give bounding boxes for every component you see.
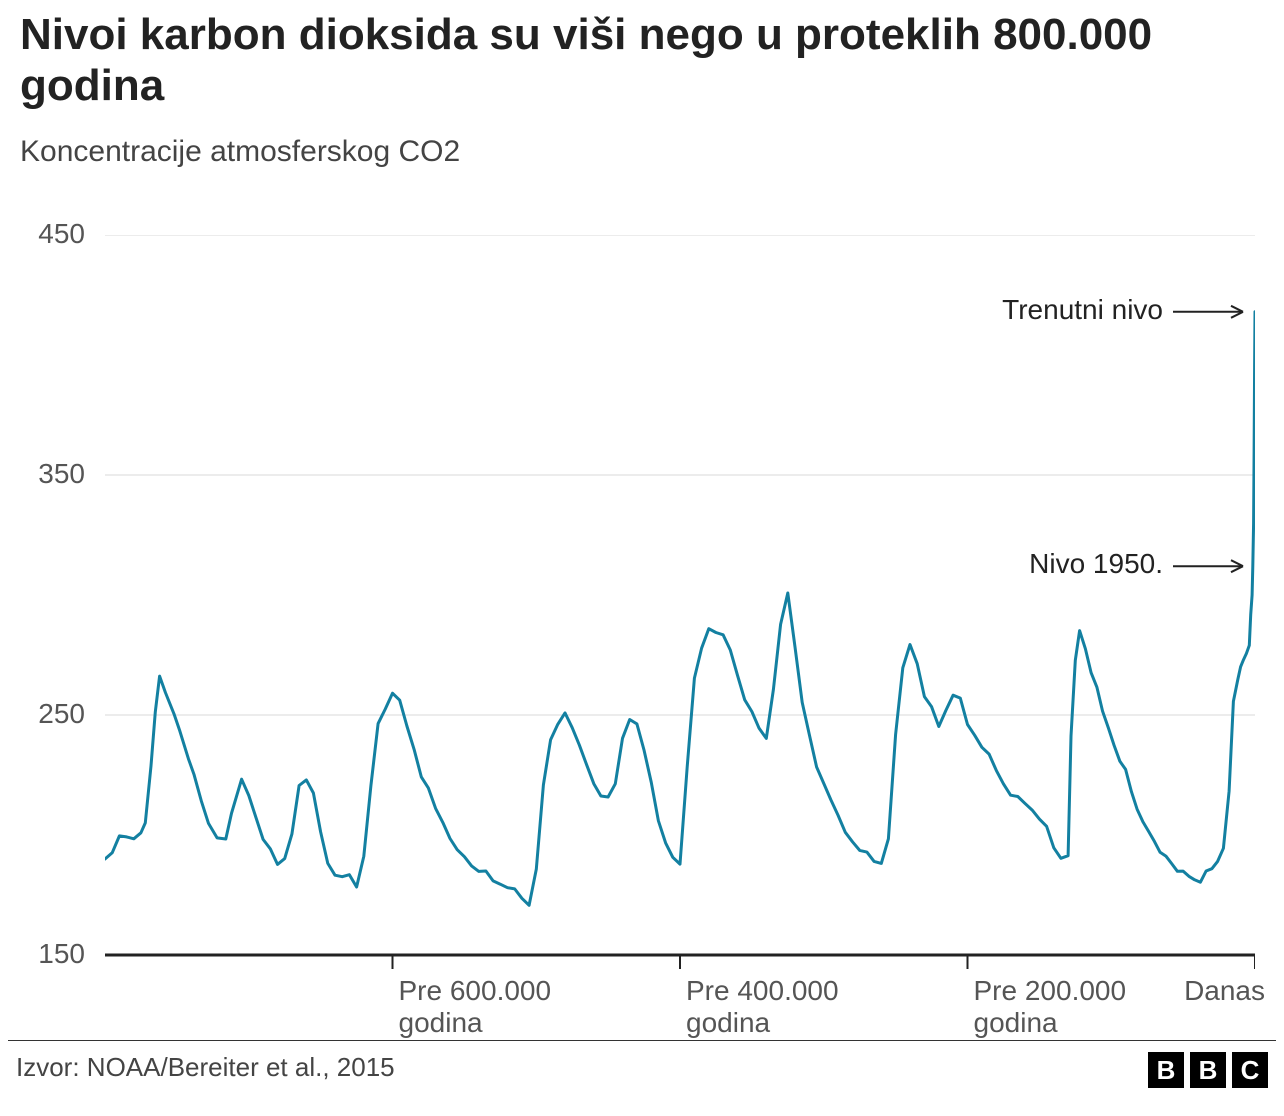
- plot-area: [105, 235, 1255, 955]
- source-text: Izvor: NOAA/Bereiter et al., 2015: [16, 1052, 395, 1083]
- chart-title: Nivoi karbon dioksida su viši nego u pro…: [20, 10, 1264, 111]
- y-tick-label: 350: [0, 458, 85, 490]
- x-tick-label: Pre 600.000 godina: [399, 975, 619, 1039]
- bbc-logo-letter: B: [1148, 1052, 1184, 1088]
- x-tick-label: Pre 200.000 godina: [974, 975, 1194, 1039]
- y-tick-label: 150: [0, 938, 85, 970]
- chart-subtitle: Koncentracije atmosferskog CO2: [20, 135, 460, 169]
- x-tick-label: Pre 400.000 godina: [686, 975, 906, 1039]
- plot-svg: [105, 235, 1255, 971]
- bbc-logo: BBC: [1148, 1052, 1268, 1088]
- annotation-level-1950: Nivo 1950.: [913, 548, 1163, 580]
- co2-chart-figure: Nivoi karbon dioksida su viši nego u pro…: [0, 0, 1284, 1116]
- x-tick-label: Danas: [1165, 975, 1265, 1007]
- footer-rule: [8, 1040, 1276, 1041]
- y-tick-label: 450: [0, 218, 85, 250]
- bbc-logo-letter: C: [1232, 1052, 1268, 1088]
- y-tick-label: 250: [0, 698, 85, 730]
- bbc-logo-letter: B: [1190, 1052, 1226, 1088]
- annotation-current: Trenutni nivo: [913, 294, 1163, 326]
